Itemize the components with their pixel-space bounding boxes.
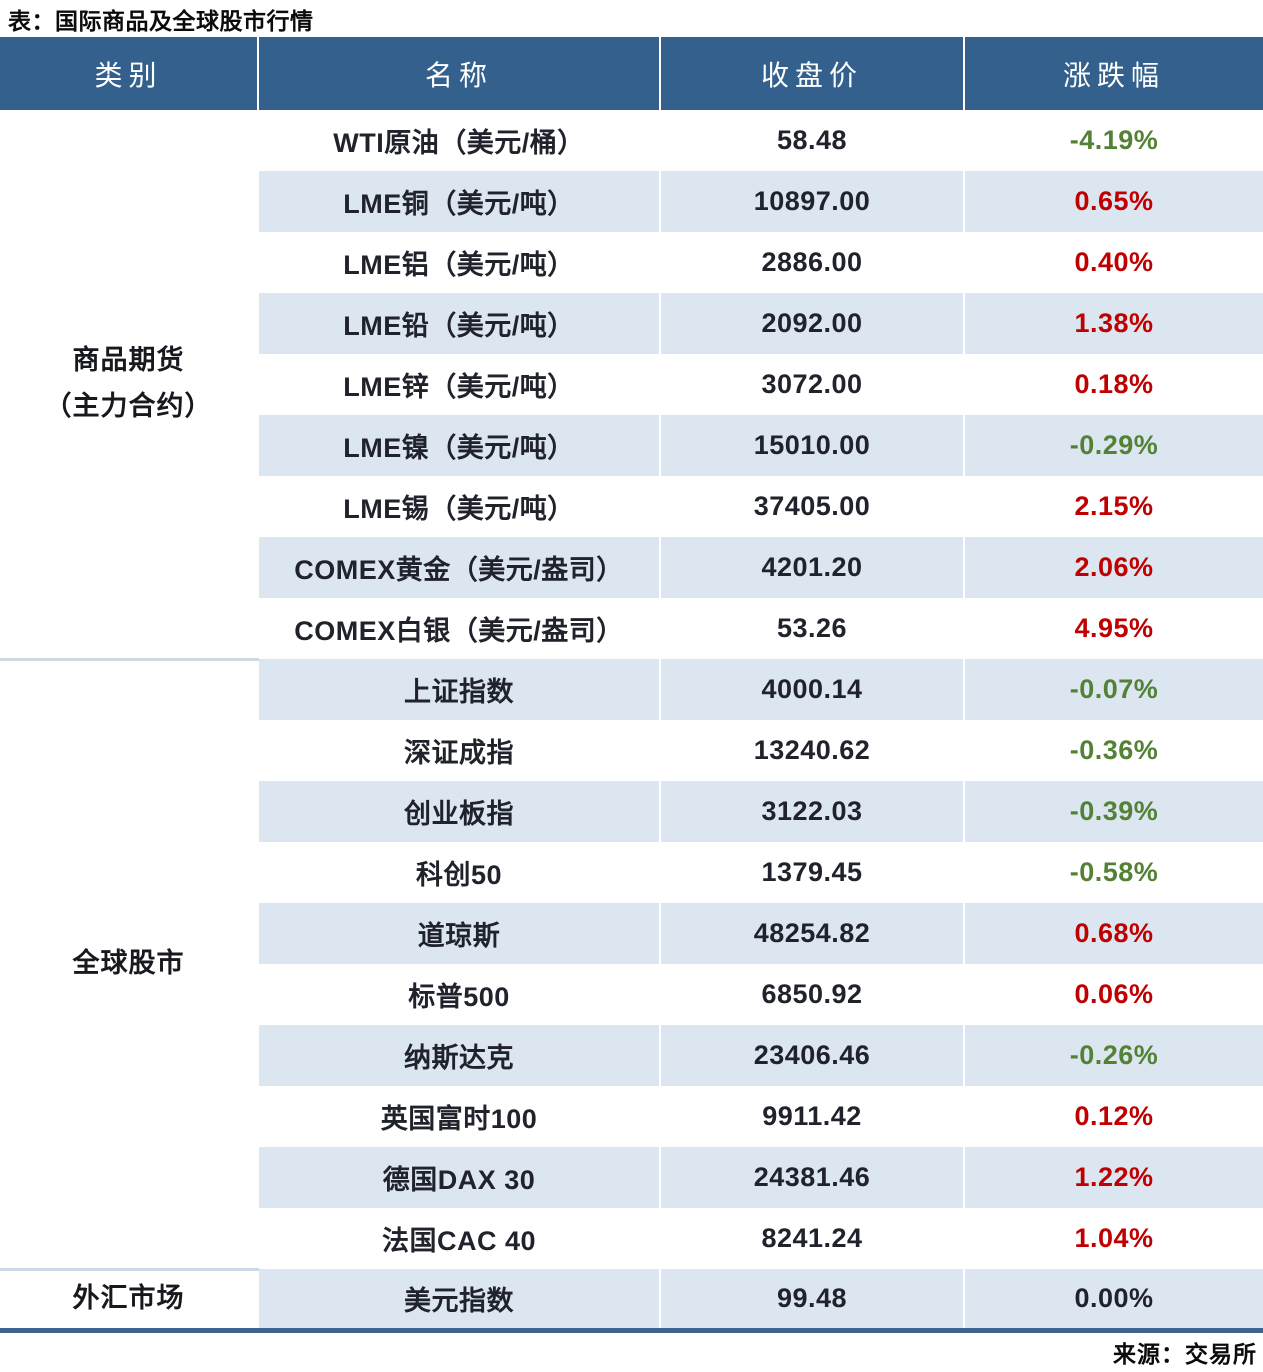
change-percent-cell: -4.19% xyxy=(964,110,1263,171)
table-row: 外汇市场 美元指数 99.48 0.00% xyxy=(0,1269,1263,1330)
instrument-name-cell: WTI原油（美元/桶） xyxy=(258,110,661,171)
close-price-cell: 99.48 xyxy=(660,1269,965,1330)
change-percent-cell: 2.15% xyxy=(964,476,1263,537)
close-price-cell: 2092.00 xyxy=(660,293,965,354)
table-row: 全球股市 上证指数 4000.14 -0.07% xyxy=(0,659,1263,1271)
change-percent-cell: -0.29% xyxy=(964,415,1263,476)
change-percent-cell: -0.58% xyxy=(964,842,1263,903)
instrument-name-cell: COMEX黄金（美元/盎司） xyxy=(258,537,661,598)
close-price-cell: 48254.82 xyxy=(660,903,965,964)
table-body: 商品期货 （主力合约） WTI原油（美元/桶） 58.48 -4.19% LME铜（美元… xyxy=(0,110,1263,1330)
change-percent-cell: 0.06% xyxy=(964,964,1263,1025)
change-percent-cell: 0.65% xyxy=(964,171,1263,232)
change-percent-cell: 0.40% xyxy=(964,232,1263,293)
instrument-name-cell: LME镍（美元/吨） xyxy=(258,415,661,476)
table-row: COMEX黄金（美元/盎司） 4201.20 2.06% xyxy=(0,537,1263,598)
instrument-name-cell: 法国CAC 40 xyxy=(258,1208,661,1269)
table-row: 道琼斯 48254.82 0.68% xyxy=(0,903,1263,964)
change-percent-cell: 1.22% xyxy=(964,1147,1263,1208)
change-percent-cell: 0.18% xyxy=(964,354,1263,415)
instrument-name-cell: LME锌（美元/吨） xyxy=(258,354,661,415)
close-price-cell: 1379.45 xyxy=(660,842,965,903)
table-row: LME镍（美元/吨） 15010.00 -0.29% xyxy=(0,415,1263,476)
table-title: 表：国际商品及全球股市行情 xyxy=(8,7,314,34)
table-row: 商品期货 （主力合约） WTI原油（美元/桶） 58.48 -4.19% xyxy=(0,110,1263,661)
change-percent-cell: -0.36% xyxy=(964,720,1263,781)
instrument-name-cell: 德国DAX 30 xyxy=(258,1147,661,1208)
instrument-name-cell: LME铅（美元/吨） xyxy=(258,293,661,354)
table-row: 英国富时100 9911.42 0.12% xyxy=(0,1086,1263,1147)
instrument-name-cell: 美元指数 xyxy=(258,1269,661,1330)
close-price-cell: 24381.46 xyxy=(660,1147,965,1208)
table-row: 创业板指 3122.03 -0.39% xyxy=(0,781,1263,842)
col-header-close: 收盘价 xyxy=(660,37,965,110)
instrument-name-cell: 纳斯达克 xyxy=(258,1025,661,1086)
table-row: 德国DAX 30 24381.46 1.22% xyxy=(0,1147,1263,1208)
table-row: LME铜（美元/吨） 10897.00 0.65% xyxy=(0,171,1263,232)
close-price-cell: 37405.00 xyxy=(660,476,965,537)
col-header-name: 名称 xyxy=(258,37,661,110)
change-percent-cell: -0.39% xyxy=(964,781,1263,842)
change-percent-cell: 1.38% xyxy=(964,293,1263,354)
instrument-name-cell: 道琼斯 xyxy=(258,903,661,964)
close-price-cell: 23406.46 xyxy=(660,1025,965,1086)
table-header: 类别 名称 收盘价 涨跌幅 xyxy=(0,37,1263,110)
close-price-cell: 4201.20 xyxy=(660,537,965,598)
change-percent-cell: -0.26% xyxy=(964,1025,1263,1086)
col-header-category: 类别 xyxy=(0,37,259,110)
instrument-name-cell: LME铝（美元/吨） xyxy=(258,232,661,293)
table-row: LME锡（美元/吨） 37405.00 2.15% xyxy=(0,476,1263,537)
change-percent-cell: 4.95% xyxy=(964,598,1263,659)
change-percent-cell: 0.00% xyxy=(964,1269,1263,1330)
close-price-cell: 53.26 xyxy=(660,598,965,659)
table-row: LME铝（美元/吨） 2886.00 0.40% xyxy=(0,232,1263,293)
table-row: 科创50 1379.45 -0.58% xyxy=(0,842,1263,903)
change-percent-cell: -0.07% xyxy=(964,659,1263,720)
table-row: 深证成指 13240.62 -0.36% xyxy=(0,720,1263,781)
col-header-change: 涨跌幅 xyxy=(964,37,1263,110)
close-price-cell: 3072.00 xyxy=(660,354,965,415)
table-row: COMEX白银（美元/盎司） 53.26 4.95% xyxy=(0,598,1263,659)
close-price-cell: 9911.42 xyxy=(660,1086,965,1147)
close-price-cell: 13240.62 xyxy=(660,720,965,781)
table-row: 标普500 6850.92 0.06% xyxy=(0,964,1263,1025)
change-percent-cell: 0.68% xyxy=(964,903,1263,964)
instrument-name-cell: 科创50 xyxy=(258,842,661,903)
close-price-cell: 6850.92 xyxy=(660,964,965,1025)
instrument-name-cell: COMEX白银（美元/盎司） xyxy=(258,598,661,659)
table-row: LME铅（美元/吨） 2092.00 1.38% xyxy=(0,293,1263,354)
header-row: 类别 名称 收盘价 涨跌幅 xyxy=(0,37,1263,110)
category-cell: 全球股市 xyxy=(0,659,259,1271)
instrument-name-cell: LME锡（美元/吨） xyxy=(258,476,661,537)
close-price-cell: 2886.00 xyxy=(660,232,965,293)
instrument-name-cell: 英国富时100 xyxy=(258,1086,661,1147)
source-note: 来源：交易所 xyxy=(1113,1341,1257,1368)
category-cell: 商品期货 （主力合约） xyxy=(0,110,259,661)
instrument-name-cell: 创业板指 xyxy=(258,781,661,842)
close-price-cell: 15010.00 xyxy=(660,415,965,476)
category-cell: 外汇市场 xyxy=(0,1269,259,1330)
instrument-name-cell: 上证指数 xyxy=(258,659,661,720)
close-price-cell: 4000.14 xyxy=(660,659,965,720)
change-percent-cell: 0.12% xyxy=(964,1086,1263,1147)
close-price-cell: 3122.03 xyxy=(660,781,965,842)
close-price-cell: 58.48 xyxy=(660,110,965,171)
table-row: LME锌（美元/吨） 3072.00 0.18% xyxy=(0,354,1263,415)
close-price-cell: 8241.24 xyxy=(660,1208,965,1269)
change-percent-cell: 1.04% xyxy=(964,1208,1263,1269)
table-row: 法国CAC 40 8241.24 1.04% xyxy=(0,1208,1263,1269)
instrument-name-cell: 深证成指 xyxy=(258,720,661,781)
table-row: 纳斯达克 23406.46 -0.26% xyxy=(0,1025,1263,1086)
change-percent-cell: 2.06% xyxy=(964,537,1263,598)
close-price-cell: 10897.00 xyxy=(660,171,965,232)
instrument-name-cell: 标普500 xyxy=(258,964,661,1025)
market-table: 类别 名称 收盘价 涨跌幅 商品期货 （主力合约） WTI原油（美元/桶） 58.4… xyxy=(0,37,1263,1333)
instrument-name-cell: LME铜（美元/吨） xyxy=(258,171,661,232)
